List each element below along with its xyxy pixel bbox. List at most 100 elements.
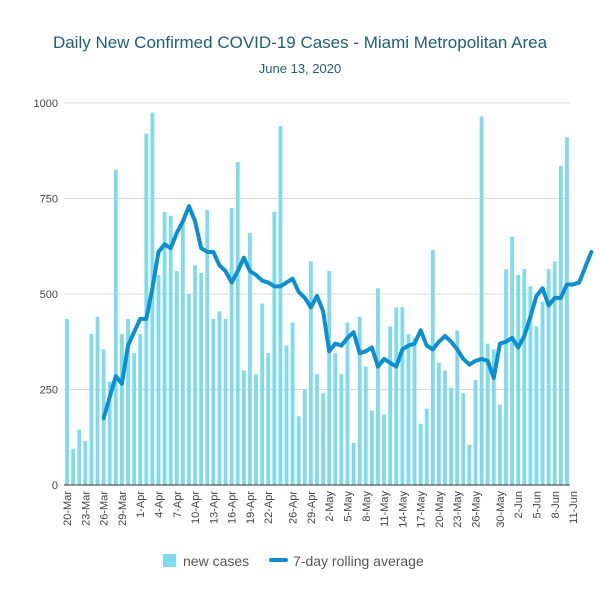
x-tick-label: 16-Apr	[227, 491, 239, 524]
bar-new-cases	[479, 116, 484, 486]
bar-new-cases	[461, 393, 466, 485]
bar-new-cases	[168, 215, 173, 485]
bar-new-cases	[546, 269, 551, 485]
line-7-day-rolling-average	[101, 204, 594, 421]
bar-new-cases	[248, 232, 252, 485]
bar-new-cases	[485, 343, 490, 485]
y-tick-label: 250	[40, 385, 58, 397]
bar-new-cases	[89, 334, 94, 485]
bar-new-cases	[376, 288, 380, 485]
bar-new-cases	[284, 345, 289, 485]
bar-new-cases	[369, 410, 374, 485]
bar-new-cases	[473, 379, 478, 485]
bar-new-cases	[327, 271, 332, 485]
bar-new-cases	[229, 208, 234, 486]
bar-new-cases	[394, 307, 399, 485]
bar-new-cases	[510, 236, 514, 485]
bar-new-cases	[83, 441, 88, 485]
bar-new-cases	[199, 272, 204, 485]
x-tick-label: 29-Apr	[306, 491, 318, 524]
bar-new-cases	[132, 353, 136, 485]
x-tick-label: 14-May	[397, 491, 409, 528]
bar-new-cases	[278, 125, 283, 486]
bar-new-cases	[162, 211, 167, 485]
bar-new-cases	[156, 274, 161, 485]
bar-new-cases	[516, 274, 521, 485]
legend-swatch-new-cases	[163, 554, 176, 567]
x-tick-label: 8-May	[361, 490, 373, 521]
line-layer	[101, 204, 594, 421]
bar-new-cases	[339, 374, 344, 485]
legend-label-rolling-average: 7-day rolling average	[293, 553, 424, 569]
bar-new-cases	[406, 334, 411, 485]
bar-new-cases	[65, 318, 69, 485]
bar-new-cases	[174, 271, 179, 485]
bar-new-cases	[211, 318, 216, 485]
bar-new-cases	[223, 318, 228, 485]
bar-new-cases	[437, 362, 441, 485]
bar-new-cases	[351, 442, 356, 485]
bar-new-cases	[357, 316, 362, 485]
x-tick-label: 8-Jun	[550, 491, 562, 519]
bar-new-cases	[345, 322, 350, 485]
bar-new-cases	[382, 414, 386, 485]
bar-new-cases	[552, 261, 557, 485]
x-tick-label: 2-Jun	[513, 491, 525, 519]
bar-new-cases	[412, 337, 417, 485]
bar-new-cases	[296, 416, 301, 485]
bar-new-cases	[138, 334, 143, 485]
x-tick-label: 7-Apr	[172, 491, 184, 518]
bar-new-cases	[235, 162, 240, 485]
bar-new-cases	[333, 353, 338, 485]
bar-new-cases	[388, 326, 393, 485]
bar-new-cases	[272, 211, 277, 485]
bar-new-cases	[260, 303, 265, 485]
x-tick-label: 4-Apr	[153, 491, 165, 518]
bar-new-cases	[77, 429, 82, 485]
bar-new-cases	[540, 301, 545, 485]
x-tick-label: 5-Jun	[531, 491, 543, 519]
bar-new-cases	[217, 311, 222, 485]
bar-new-cases	[443, 370, 447, 485]
y-tick-label: 0	[52, 480, 58, 492]
bar-new-cases	[424, 408, 429, 485]
x-tick-label: 29-Mar	[117, 491, 129, 526]
bar-new-cases	[266, 353, 271, 485]
bar-new-cases	[187, 294, 191, 485]
x-tick-label: 1-Apr	[135, 491, 147, 518]
x-tick-label: 13-Apr	[208, 491, 220, 524]
x-tick-label: 23-Mar	[80, 491, 92, 526]
x-tick-label: 5-May	[342, 490, 354, 521]
x-tick-label: 26-Apr	[288, 491, 300, 524]
x-tick-label: 23-May	[452, 491, 464, 528]
y-tick-label: 500	[40, 289, 58, 301]
bar-new-cases	[290, 322, 295, 485]
bar-new-cases	[418, 423, 423, 485]
bar-new-cases	[120, 334, 124, 485]
bar-new-cases	[321, 393, 325, 485]
bar-new-cases	[522, 269, 527, 485]
bar-new-cases	[241, 370, 246, 485]
bar-new-cases	[302, 389, 307, 485]
bar-new-cases	[180, 223, 185, 485]
bar-layer	[65, 112, 569, 486]
x-tick-label: 20-May	[434, 491, 446, 528]
x-tick-label: 11-May	[379, 491, 391, 527]
bar-new-cases	[449, 387, 454, 485]
chart-subtitle: June 13, 2020	[259, 61, 341, 76]
x-tick-label: 26-May	[471, 491, 483, 528]
x-tick-label: 20-Mar	[62, 491, 74, 526]
x-tick-label: 30-May	[495, 491, 507, 528]
axis-layer: 0 250 500 750 1000 20-Mar 23-Mar 26-Mar 29-Mar 1-…	[34, 98, 581, 528]
x-tick-label: 2-May	[324, 490, 336, 521]
bar-new-cases	[430, 250, 435, 485]
legend: new cases 7-day rolling average	[163, 553, 424, 569]
bar-new-cases	[528, 286, 533, 485]
bar-new-cases	[455, 330, 460, 485]
chart-title: Daily New Confirmed COVID-19 Cases - Mia…	[53, 33, 548, 52]
bar-new-cases	[467, 444, 472, 485]
bar-new-cases	[565, 137, 569, 485]
x-tick-label: 11-Jun	[568, 491, 580, 524]
